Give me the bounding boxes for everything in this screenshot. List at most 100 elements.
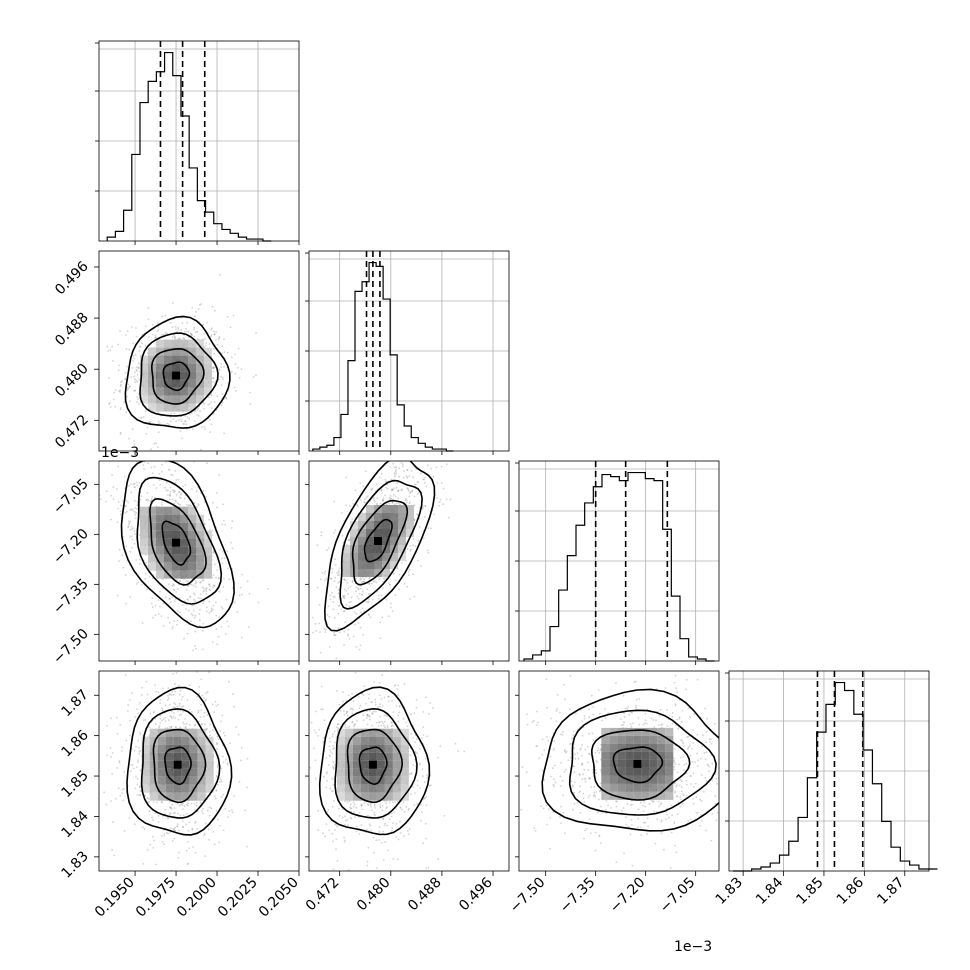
density-cell <box>398 529 406 537</box>
scatter-point <box>326 549 329 552</box>
density-cell <box>390 521 398 529</box>
scatter-point <box>232 314 235 317</box>
scatter-point <box>235 390 237 392</box>
scatter-point <box>371 724 373 727</box>
density-cell <box>180 403 188 412</box>
scatter-point <box>423 515 426 518</box>
density-cell <box>360 744 369 753</box>
scatter-point <box>271 820 273 822</box>
scatter-point <box>437 756 439 759</box>
scatter-point <box>343 610 346 613</box>
scatter-point <box>186 585 189 588</box>
scatter-point <box>174 811 176 814</box>
scatter-point <box>332 733 334 736</box>
scatter-point <box>390 478 393 481</box>
scatter-point <box>183 723 186 726</box>
scatter-point <box>175 479 178 481</box>
density-cell <box>342 553 350 561</box>
scatter-point <box>411 785 414 788</box>
density-cell <box>392 776 401 785</box>
scatter-point <box>378 830 381 833</box>
scatter-point <box>395 466 397 469</box>
scatter-point <box>201 668 203 670</box>
scatter-point <box>119 433 122 435</box>
density-cell <box>358 545 366 553</box>
scatter-point <box>168 719 170 722</box>
scatter-point <box>406 487 409 490</box>
scatter-point <box>383 696 386 699</box>
density-cell <box>352 768 361 777</box>
scatter-point <box>178 597 181 599</box>
scatter-point <box>368 718 371 721</box>
scatter-point <box>132 509 134 512</box>
scatter-point <box>412 573 414 576</box>
scatter-point <box>181 437 183 440</box>
scatter-point <box>396 858 399 861</box>
scatter-point <box>400 489 403 492</box>
scatter-point <box>195 581 198 584</box>
scatter-point <box>391 502 394 504</box>
scatter-point <box>235 726 238 728</box>
scatter-point <box>333 747 335 749</box>
scatter-point <box>370 701 372 704</box>
scatter-point <box>378 839 380 841</box>
scatter-point <box>379 621 382 624</box>
scatter-point <box>212 377 215 380</box>
density-cell <box>188 538 196 547</box>
density-cell <box>205 784 214 793</box>
scatter-point <box>413 495 416 498</box>
scatter-point <box>416 493 419 496</box>
scatter-point <box>346 711 348 713</box>
scatter-point <box>360 804 363 807</box>
scatter-point <box>181 826 184 828</box>
scatter-point <box>335 848 337 850</box>
scatter-point <box>224 734 226 737</box>
scatter-point <box>174 481 177 484</box>
scatter-point <box>129 550 132 553</box>
scatter-point <box>201 810 203 813</box>
scatter-point <box>161 470 163 473</box>
scatter-point <box>333 500 336 503</box>
scatter-point <box>181 322 184 324</box>
scatter-point <box>178 491 181 494</box>
scatter-point <box>337 612 340 615</box>
scatter-point <box>221 780 223 783</box>
scatter-point <box>108 403 110 406</box>
density-cell <box>374 561 382 569</box>
scatter-point <box>421 431 423 433</box>
scatter-point <box>454 742 457 745</box>
scatter-point <box>165 489 168 491</box>
scatter-point <box>136 370 138 372</box>
scatter-point <box>168 469 171 471</box>
scatter-point <box>439 745 442 748</box>
scatter-point <box>169 597 172 600</box>
scatter-point <box>211 703 214 706</box>
density-cell <box>368 728 377 737</box>
scatter-point <box>343 841 346 843</box>
density-cell <box>406 513 414 521</box>
scatter-point <box>390 497 392 500</box>
scatter-point <box>332 748 335 750</box>
scatter-point <box>416 752 418 755</box>
scatter-point <box>205 342 208 344</box>
scatter-point <box>398 573 401 576</box>
density-cell <box>181 760 190 769</box>
scatter-point <box>195 804 198 807</box>
scatter-point <box>240 368 243 371</box>
scatter-point <box>390 602 392 605</box>
scatter-point <box>202 648 204 651</box>
scatter-point <box>149 421 152 423</box>
scatter-point <box>386 724 389 727</box>
scatter-point <box>333 616 336 619</box>
density-cell <box>204 570 212 579</box>
density-cell <box>157 792 166 801</box>
density-cell <box>374 569 382 577</box>
density-cell <box>141 776 150 785</box>
density-cell <box>140 538 148 547</box>
scatter-point <box>107 350 110 352</box>
scatter-point <box>173 490 176 492</box>
scatter-point <box>158 449 160 451</box>
scatter-point <box>411 489 414 492</box>
scatter-point <box>181 667 183 669</box>
scatter-point <box>336 860 339 862</box>
